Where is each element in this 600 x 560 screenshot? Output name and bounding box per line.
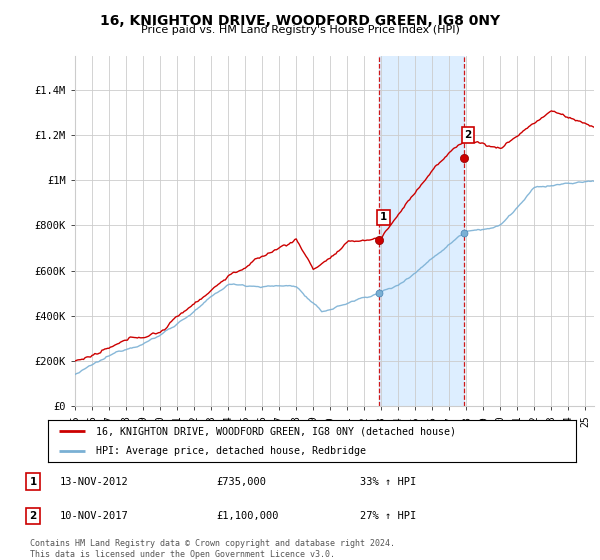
Point [374,236,384,245]
Text: Price paid vs. HM Land Registry's House Price Index (HPI): Price paid vs. HM Land Registry's House … [140,25,460,35]
Text: 33% ↑ HPI: 33% ↑ HPI [360,477,416,487]
Text: £735,000: £735,000 [216,477,266,487]
Bar [379,56,464,406]
Text: 16, KNIGHTON DRIVE, WOODFORD GREEN, IG8 0NY: 16, KNIGHTON DRIVE, WOODFORD GREEN, IG8 … [100,14,500,28]
Text: 2: 2 [464,130,472,140]
Text: 2: 2 [29,511,37,521]
Text: 13-NOV-2012: 13-NOV-2012 [60,477,129,487]
Text: £1,100,000: £1,100,000 [216,511,278,521]
Text: 16, KNIGHTON DRIVE, WOODFORD GREEN, IG8 0NY (detached house): 16, KNIGHTON DRIVE, WOODFORD GREEN, IG8 … [95,426,455,436]
Text: Contains HM Land Registry data © Crown copyright and database right 2024.
This d: Contains HM Land Registry data © Crown c… [30,539,395,559]
Text: HPI: Average price, detached house, Redbridge: HPI: Average price, detached house, Redb… [95,446,365,456]
Point [374,288,384,297]
Text: 10-NOV-2017: 10-NOV-2017 [60,511,129,521]
Point [459,228,469,237]
Text: 1: 1 [29,477,37,487]
Text: 27% ↑ HPI: 27% ↑ HPI [360,511,416,521]
Text: 1: 1 [380,212,387,222]
Point [459,153,469,162]
